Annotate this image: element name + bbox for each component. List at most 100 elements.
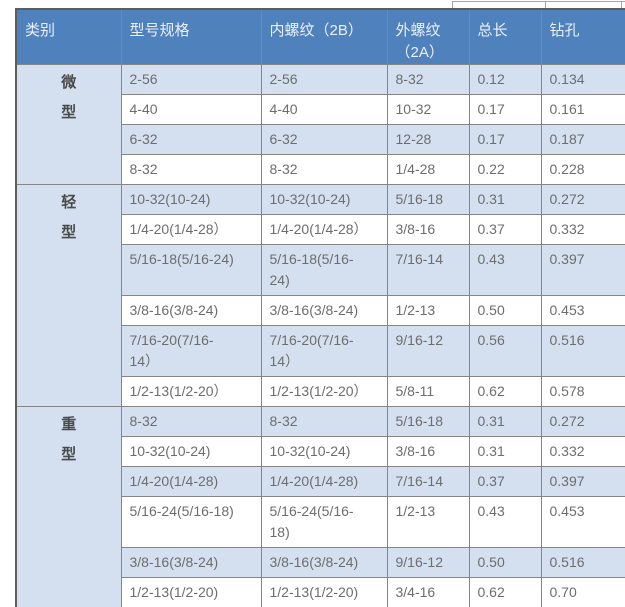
column-header: 外螺纹 （2A）: [386, 8, 470, 65]
category-label: 轻型: [61, 194, 77, 241]
table-row: 1/2-13(1/2-20） 1/2-13(1/2-20） 5/8-11 0.62 0.…: [16, 376, 625, 407]
table-cell: 10-32(10-24): [120, 436, 262, 467]
table-cell: 0.453: [540, 295, 625, 326]
table-cell: 0.56: [468, 325, 542, 377]
table-cell: 6-32: [260, 124, 388, 155]
table-row: 5/16-18(5/16-24) 5/16-18(5/16- 24) 7/16-14…: [16, 244, 625, 296]
table-cell: 10-32(10-24): [120, 184, 262, 215]
table-row: 8-32 8-32 1/4-28 0.22 0.228: [16, 154, 625, 185]
table-cell: 3/4-16: [386, 577, 470, 607]
table-row: 6-32 6-32 12-28 0.17 0.187: [16, 124, 625, 155]
table-cell: 7/16-20(7/16- 14）: [260, 325, 388, 377]
header-row: 类别 型号规格 内螺纹（2B） 外螺纹 （2A） 总长 钻孔: [15, 8, 625, 65]
table-cell: 6-32: [120, 124, 262, 155]
table-cell: 7/16-14: [386, 244, 470, 296]
table-cell: 1/4-28: [386, 154, 470, 185]
table-cell: 12-28: [386, 124, 470, 155]
table-cell: 1/2-13: [386, 496, 470, 548]
table-cell: 8-32: [120, 406, 262, 437]
table-cell: 8-32: [386, 64, 470, 95]
table-cell: 8-32: [260, 406, 388, 437]
table-cell: 0.187: [540, 124, 625, 155]
table-cell: 5/16-18: [386, 184, 470, 215]
table-cell: 1/4-20(1/4-28): [260, 466, 388, 497]
table-row: 3/8-16(3/8-24) 3/8-16(3/8-24) 9/16-12 0.50 0…: [16, 547, 625, 578]
table-cell: 0.70: [540, 577, 625, 607]
table-cell: 0.62: [468, 376, 542, 407]
table-cell: 0.228: [540, 154, 625, 185]
table-header: 类别 型号规格 内螺纹（2B） 外螺纹 （2A） 总长 钻孔: [15, 8, 625, 65]
table-cell: 2-56: [120, 64, 262, 95]
table-cell: 1/4-20(1/4-28）: [260, 214, 388, 245]
table-cell: 5/16-24(5/16- 18): [260, 496, 388, 548]
column-header: 型号规格: [120, 8, 262, 65]
table-cell: 0.516: [540, 325, 625, 377]
table-row: 5/16-24(5/16-18) 5/16-24(5/16- 18) 1/2-13 0…: [16, 496, 625, 548]
table-row: 轻型 10-32(10-24) 10-32(10-24) 5/16-18 0.31 0.2…: [15, 184, 625, 407]
table-cell: 0.37: [468, 214, 542, 245]
table-cell: 7/16-14: [386, 466, 470, 497]
column-header: 内螺纹（2B）: [260, 8, 388, 65]
column-header: 钻孔: [540, 8, 625, 65]
table-cell: 0.397: [540, 244, 625, 296]
category-cell: 重型: [15, 406, 122, 607]
table-cell: 9/16-12: [386, 547, 470, 578]
table-cell: 0.31: [468, 406, 542, 437]
table-row: 3/8-16(3/8-24) 3/8-16(3/8-24) 1/2-13 0.50 0.…: [16, 295, 625, 326]
table-cell: 1/2-13: [386, 295, 470, 326]
table-cell: 10-32(10-24): [260, 184, 388, 215]
table-cell: 0.17: [468, 124, 542, 155]
table-cell: 1/2-13(1/2-20): [120, 577, 262, 607]
table-cell: 0.43: [468, 496, 542, 548]
table-cell: 1/4-20(1/4-28）: [120, 214, 262, 245]
table-cell: 3/8-16(3/8-24): [260, 295, 388, 326]
table-cell: 0.516: [540, 547, 625, 578]
table-cell: 0.397: [540, 466, 625, 497]
table-cell: 5/16-18(5/16-24): [120, 244, 262, 296]
table-cell: 3/8-16(3/8-24): [120, 295, 262, 326]
table-row: 7/16-20(7/16- 14） 7/16-20(7/16- 14） 9/16-1…: [16, 325, 625, 377]
table-cell: 0.578: [540, 376, 625, 407]
table-cell: 3/8-16: [386, 436, 470, 467]
table-cell: 0.31: [468, 184, 542, 215]
table-cell: 3/8-16(3/8-24): [120, 547, 262, 578]
table-row: 重型 8-32 8-32 5/16-18 0.31 0.272: [15, 406, 625, 607]
cropped-table-fragment-tick: [452, 1, 453, 8]
table-row: 1/4-20(1/4-28) 1/4-20(1/4-28) 7/16-14 0.37 0…: [16, 466, 625, 497]
table-cell: 1/4-20(1/4-28): [120, 466, 262, 497]
table-cell: 0.37: [468, 466, 542, 497]
table-cell: 0.31: [468, 436, 542, 467]
cropped-table-fragment-tick: [621, 1, 622, 8]
table-cell: 0.50: [468, 547, 542, 578]
table-cell: 4-40: [120, 94, 262, 125]
table-row: 10-32(10-24) 10-32(10-24) 3/8-16 0.31 0.332: [16, 436, 625, 467]
table-row: 4-40 4-40 10-32 0.17 0.161: [16, 94, 625, 125]
table-cell: 3/8-16: [386, 214, 470, 245]
table-cell: 0.272: [540, 406, 625, 437]
table-cell: 9/16-12: [386, 325, 470, 377]
table-cell: 0.332: [540, 436, 625, 467]
table-row: 1/2-13(1/2-20) 1/2-13(1/2-20) 3/4-16 0.62 0.…: [16, 577, 625, 607]
table-cell: 0.332: [540, 214, 625, 245]
table-cell: 0.43: [468, 244, 542, 296]
category-label: 微型: [61, 74, 77, 121]
table-cell: 5/16-18: [386, 406, 470, 437]
table-row: 微型 2-56 2-56 8-32 0.12 0.134: [15, 64, 625, 185]
cropped-table-fragment-tick: [545, 1, 546, 8]
column-header: 类别: [15, 8, 122, 65]
table-cell: 2-56: [260, 64, 388, 95]
table-cell: 10-32: [386, 94, 470, 125]
table-cell: 0.134: [540, 64, 625, 95]
table-cell: 0.12: [468, 64, 542, 95]
table-cell: 8-32: [120, 154, 262, 185]
table-cell: 0.272: [540, 184, 625, 215]
table-cell: 0.50: [468, 295, 542, 326]
table-cell: 1/2-13(1/2-20): [260, 577, 388, 607]
table-cell: 0.453: [540, 496, 625, 548]
table-cell: 1/2-13(1/2-20）: [260, 376, 388, 407]
table-cell: 8-32: [260, 154, 388, 185]
table-cell: 5/16-18(5/16- 24): [260, 244, 388, 296]
table-cell: 0.161: [540, 94, 625, 125]
table-cell: 3/8-16(3/8-24): [260, 547, 388, 578]
table-cell: 0.22: [468, 154, 542, 185]
